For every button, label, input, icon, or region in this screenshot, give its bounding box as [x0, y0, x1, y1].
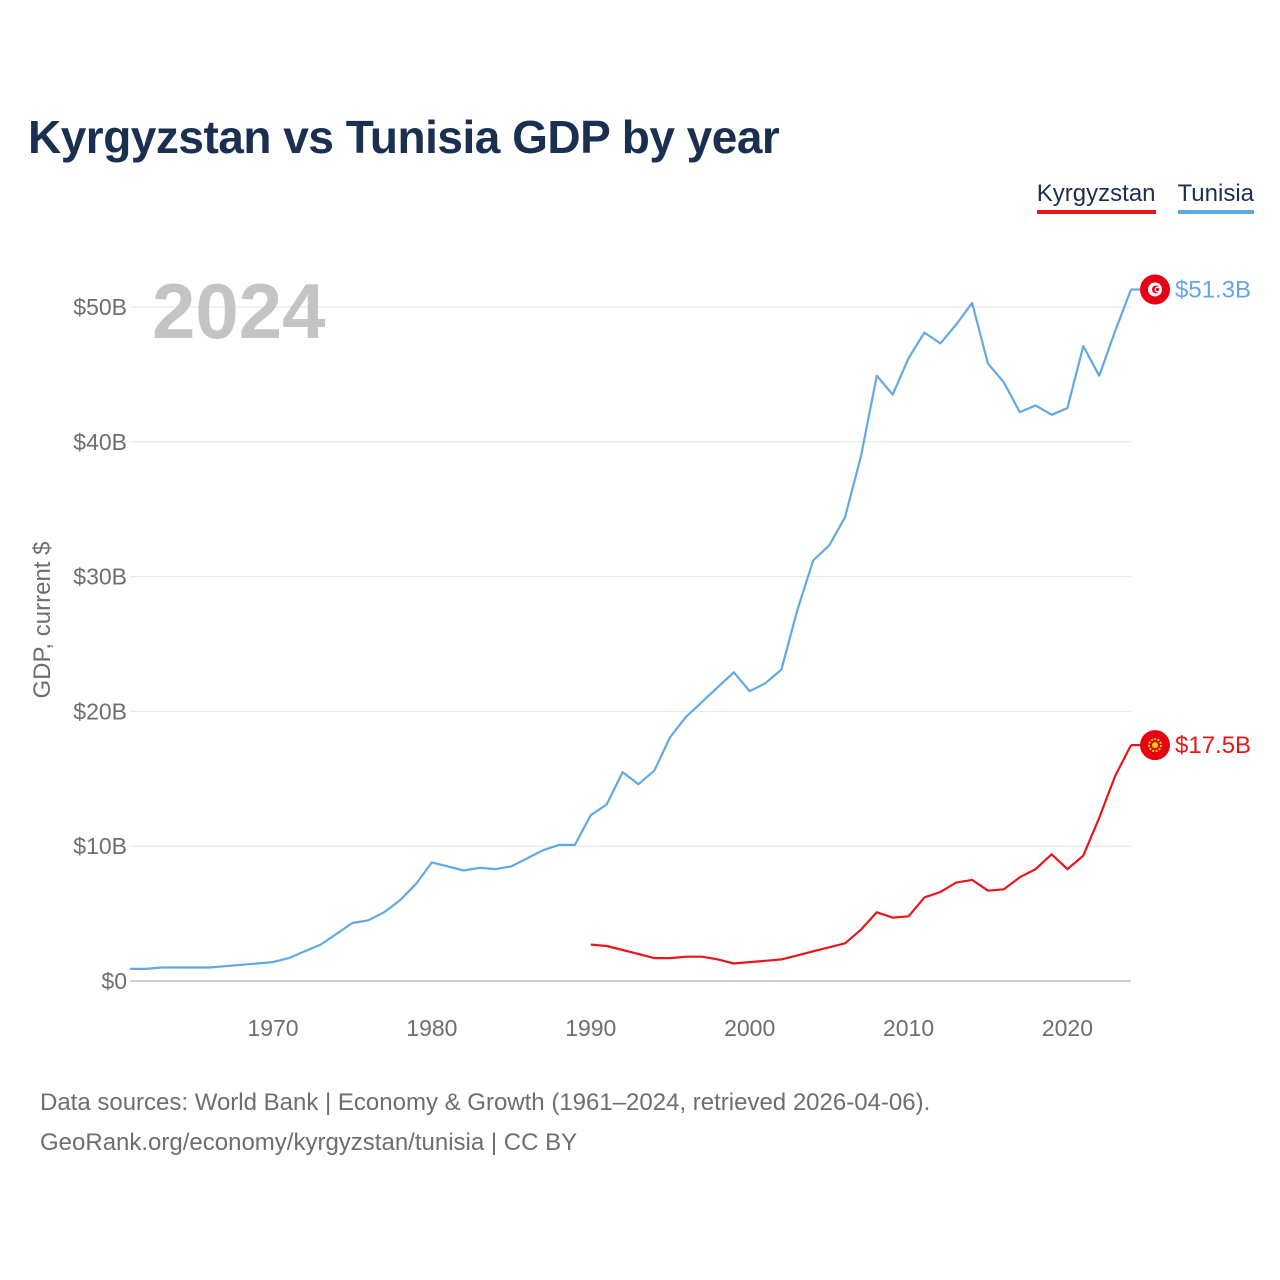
legend-item-tunisia[interactable]: Tunisia	[1177, 180, 1254, 214]
footer-link[interactable]: GeoRank.org/economy/kyrgyzstan/tunisia |…	[40, 1129, 578, 1156]
series-lines	[130, 289, 1133, 970]
year-watermark: 2024	[152, 267, 326, 355]
x-axis-ticks: 1970 1980 1990 2000 2010 2020	[247, 1015, 1093, 1041]
footer-sources: Data sources: World Bank | Economy & Gro…	[40, 1089, 931, 1116]
x-tick-label: 2010	[883, 1015, 934, 1041]
y-tick-label: $10B	[73, 833, 127, 859]
legend: Kyrgyzstan Tunisia	[1036, 180, 1254, 214]
chart: $0 $10B $20B $30B $40B $50B 1970 1980 1990 2000 2…	[29, 267, 1251, 1041]
y-axis-label: GDP, current $	[29, 542, 56, 699]
x-tick-label: 1980	[406, 1015, 457, 1041]
footer: Data sources: World Bank | Economy & Gro…	[40, 1083, 930, 1163]
series-line-tunisia	[130, 289, 1133, 970]
legend-item-kyrgyzstan[interactable]: Kyrgyzstan	[1036, 180, 1156, 214]
series-line-kyrgyzstan	[590, 744, 1132, 965]
flag-sun-core-icon	[1152, 742, 1158, 749]
y-tick-label: $30B	[73, 564, 127, 590]
x-tick-label: 2000	[724, 1015, 775, 1041]
y-tick-label: $50B	[73, 294, 127, 320]
grid-lines	[130, 306, 1131, 982]
y-tick-label: $20B	[73, 698, 127, 724]
chart-title: Kyrgyzstan vs Tunisia GDP by year	[28, 111, 780, 163]
x-tick-label: 2020	[1042, 1015, 1093, 1041]
x-tick-label: 1970	[247, 1015, 298, 1041]
y-tick-label: $40B	[73, 429, 127, 455]
x-tick-label: 1990	[565, 1015, 616, 1041]
end-markers: $51.3B $17.5B	[1131, 274, 1251, 761]
end-value-label-kyrgyzstan: $17.5B	[1175, 732, 1251, 759]
end-value-label-tunisia: $51.3B	[1175, 276, 1251, 303]
y-axis-ticks: $0 $10B $20B $30B $40B $50B	[73, 294, 127, 994]
flag-sun-icon	[1148, 738, 1162, 753]
flag-star-icon	[1155, 287, 1160, 292]
y-tick-label: $0	[101, 968, 127, 994]
